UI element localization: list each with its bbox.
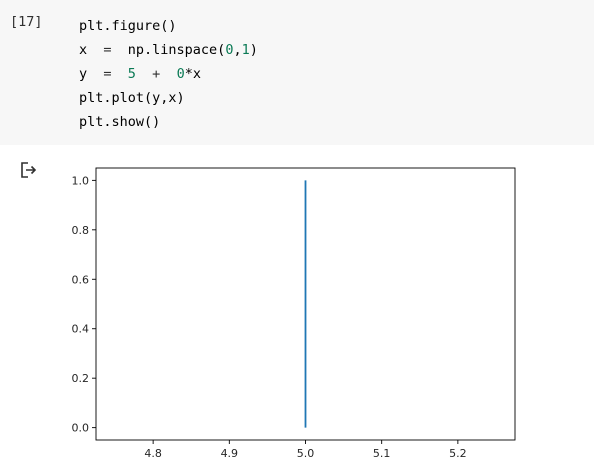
code-line: y = 5 + 0*x bbox=[79, 62, 258, 86]
code-token: 0 bbox=[225, 42, 234, 58]
y-tick-label: 0.8 bbox=[72, 224, 90, 237]
code-token: 0 bbox=[176, 66, 185, 82]
code-token: + bbox=[135, 66, 177, 82]
code-line: plt.plot(y,x) bbox=[79, 86, 258, 110]
code-token: , bbox=[233, 42, 242, 58]
x-tick-label: 5.2 bbox=[449, 447, 467, 460]
code-editor[interactable]: plt.figure() x = np.linspace(0,1) y = 5 + … bbox=[79, 14, 258, 134]
code-token: plt.figure() bbox=[79, 18, 177, 34]
y-tick-label: 0.4 bbox=[72, 323, 90, 336]
y-tick-label: 0.0 bbox=[72, 422, 90, 435]
code-token: np.linspace( bbox=[127, 42, 226, 58]
x-tick-label: 4.8 bbox=[144, 447, 162, 460]
x-tick-label: 5.0 bbox=[297, 447, 315, 460]
plot-figure: 4.8 4.9 5.0 5.1 5.2 0.0 0.2 0.4 0.6 0.8 1.0 bbox=[72, 167, 516, 460]
cell-prompt: [17] bbox=[10, 14, 43, 30]
output-arrow-icon[interactable] bbox=[19, 160, 39, 180]
code-line: plt.show() bbox=[79, 110, 258, 134]
y-tick-label: 0.6 bbox=[72, 273, 90, 286]
code-token: plt.show() bbox=[79, 114, 161, 130]
y-tick-label: 1.0 bbox=[72, 174, 90, 187]
code-line: plt.figure() bbox=[79, 14, 258, 38]
code-token: = bbox=[87, 42, 128, 58]
code-cell[interactable]: [17] plt.figure() x = np.linspace(0,1) y =… bbox=[0, 0, 594, 145]
code-token: ) bbox=[249, 42, 258, 58]
x-tick-label: 4.9 bbox=[221, 447, 239, 460]
code-token: = bbox=[87, 66, 128, 82]
code-token: x bbox=[79, 42, 88, 58]
x-tick-label: 5.1 bbox=[373, 447, 391, 460]
y-tick-label: 0.2 bbox=[72, 372, 90, 385]
code-token: plt.plot(y,x) bbox=[79, 90, 185, 106]
code-token: *x bbox=[184, 66, 201, 82]
code-token: y bbox=[79, 66, 88, 82]
code-token: 5 bbox=[127, 66, 136, 82]
code-token: 1 bbox=[241, 42, 250, 58]
code-line: x = np.linspace(0,1) bbox=[79, 38, 258, 62]
